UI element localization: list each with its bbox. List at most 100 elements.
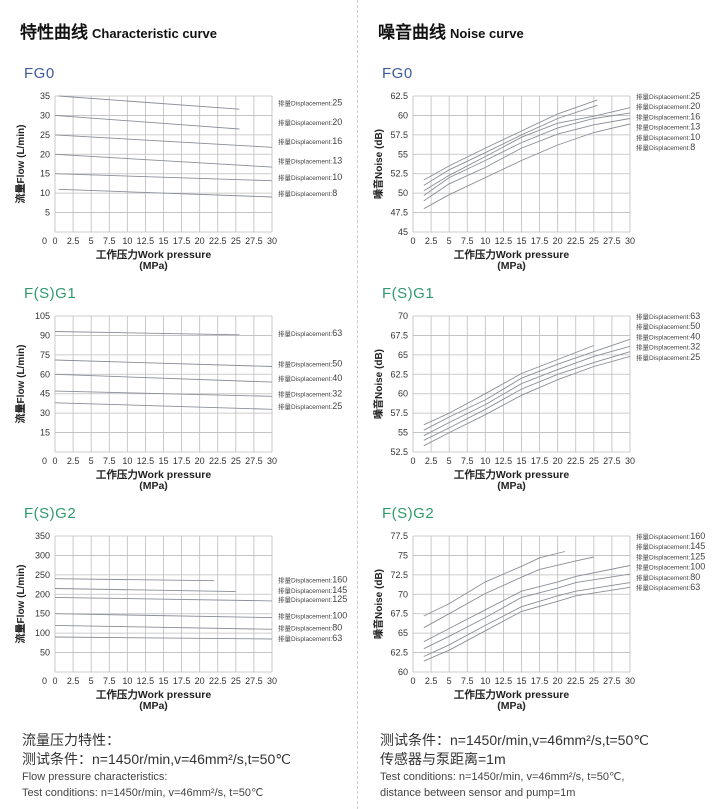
series-label-prefix: 排量Displacement:: [278, 612, 332, 621]
series-label: 排量Displacement:40: [278, 373, 342, 383]
x-tick-label: 30: [625, 236, 635, 246]
series-line-63: [423, 586, 631, 662]
x-tick-label: 10: [480, 676, 490, 686]
x-tick-label: 20: [553, 456, 563, 466]
column-divider: [357, 0, 358, 809]
series-label-value: 80: [332, 622, 342, 632]
series-label-prefix: 排量Displacement:: [636, 112, 690, 121]
chart-flow-fsg2: F(S)G2 0 2.5 5 7.5 10 12.5 15 17.5 20 22.5 25 27.5 30…: [0, 500, 358, 715]
series-label-value: 125: [332, 594, 347, 604]
x-tick-label: 17.5: [173, 676, 191, 686]
y-tick-label: 60: [398, 389, 408, 399]
chart-svg: F(S)G10 2.5 5 7.5 10 12.5 15 17.5 20 22.5 25 27.5 30…: [14, 285, 342, 492]
y-tick-label: 350: [35, 531, 50, 541]
y-tick-label: 65: [398, 350, 408, 360]
series-line-63: [54, 636, 273, 640]
note-line: 流量压力特性：: [22, 732, 120, 748]
series-label-prefix: 排量Displacement:: [636, 312, 690, 321]
x-tick-label: 30: [267, 456, 277, 466]
chart-svg: F(S)G2 0 2.5 5 7.5 10 12.5 15 17.5 20 22.5 25 27.5 30…: [14, 505, 347, 712]
x-tick-label: 30: [267, 236, 277, 246]
series-label: 排量Displacement:100: [278, 611, 347, 621]
series-label-prefix: 排量Displacement:: [636, 542, 690, 551]
y-tick-label: 105: [35, 311, 50, 321]
x-axis-unit: (MPa): [497, 480, 526, 492]
series-label: 排量Displacement:50: [278, 358, 342, 368]
series-label-value: 16: [332, 136, 342, 146]
series-label: 排量Displacement:40: [636, 331, 700, 341]
series-label-value: 63: [332, 328, 342, 338]
series-line-50: [54, 359, 273, 367]
series-label-prefix: 排量Displacement:: [636, 583, 690, 592]
series-label-prefix: 排量Displacement:: [636, 92, 690, 101]
x-tick-label: 5: [89, 676, 94, 686]
series-label: 排量Displacement:32: [278, 389, 342, 399]
series-label: 排量Displacement:13: [636, 122, 700, 132]
flow-test-conditions: 流量压力特性： 测试条件：n=1450r/min,v=46mm²/s,t=50℃…: [22, 731, 291, 801]
chart-title: FG0: [382, 65, 413, 82]
series-label-value: 40: [332, 373, 342, 383]
x-axis-label: 工作压力Work pressure: [454, 248, 569, 261]
series-line-50: [423, 338, 631, 431]
x-tick-label: 0: [52, 676, 57, 686]
x-axis-label: 工作压力Work pressure: [454, 468, 569, 481]
series-label: 排量Displacement:20: [278, 117, 342, 127]
series-label-prefix: 排量Displacement:: [278, 359, 332, 368]
series-label: 排量Displacement:160: [278, 575, 347, 585]
x-tick-label: 7.5: [103, 236, 116, 246]
series-line-8: [58, 188, 273, 198]
x-tick-label: 22.5: [567, 456, 585, 466]
x-tick-label: 10: [480, 456, 490, 466]
y-tick-label: 70: [398, 311, 408, 321]
series-label-value: 63: [690, 311, 700, 321]
series-label: 排量Displacement:50: [636, 321, 700, 331]
series-label-value: 160: [690, 531, 705, 541]
series-line-16: [423, 107, 631, 192]
series-line-20: [54, 114, 240, 130]
y-tick-label: 67.5: [390, 330, 408, 340]
series-label: 排量Displacement:80: [636, 572, 700, 582]
series-label: 排量Displacement:145: [636, 541, 705, 551]
series-label: 排量Displacement:8: [636, 142, 695, 152]
y-tick-label: 5: [45, 208, 50, 218]
x-tick-label: 22.5: [209, 456, 227, 466]
x-tick-label: 12.5: [495, 236, 513, 246]
series-label-prefix: 排量Displacement:: [636, 353, 690, 362]
y-tick-label: 90: [40, 330, 50, 340]
y-tick-label: 60: [398, 110, 408, 120]
series-line-13: [54, 153, 273, 168]
x-axis-label: 工作压力Work pressure: [96, 248, 211, 261]
series-label-value: 63: [332, 633, 342, 643]
series-line-125: [54, 596, 273, 602]
y-tick-label: 62.5: [390, 369, 408, 379]
x-tick-label: 17.5: [531, 236, 549, 246]
x-tick-label: 25: [231, 236, 241, 246]
series-line-25: [423, 355, 631, 447]
x-tick-label: 27.5: [603, 676, 621, 686]
note-line: Test conditions: n=1450r/min, v=46mm²/s,…: [22, 787, 264, 799]
series-line-100: [54, 613, 273, 619]
x-axis-unit: (MPa): [139, 700, 168, 712]
x-tick-label: 10: [122, 236, 132, 246]
y-tick-label: 250: [35, 570, 50, 580]
x-tick-label: 22.5: [209, 676, 227, 686]
x-tick-label: 17.5: [531, 676, 549, 686]
x-tick-label: 17.5: [173, 236, 191, 246]
x-tick-label: 12.5: [137, 236, 155, 246]
x-tick-label: 2.5: [425, 236, 438, 246]
x-axis-unit: (MPa): [497, 260, 526, 272]
series-label-prefix: 排量Displacement:: [636, 322, 690, 331]
chart-svg: F(S)G10 2.5 5 7.5 10 12.5 15 17.5 20 22.5 25 27.5 30…: [372, 285, 700, 492]
y-tick-label: 15: [40, 428, 50, 438]
series-label-value: 25: [690, 352, 700, 362]
noise-test-conditions: 测试条件：n=1450r/min,v=46mm²/s,t=50℃ 传感器与泵距离…: [380, 731, 649, 801]
series-line-10: [423, 118, 631, 202]
series-label: 排量Displacement:10: [636, 132, 700, 142]
chart-title: F(S)G1: [382, 285, 434, 302]
x-tick-label: 15: [158, 236, 168, 246]
series-label-value: 10: [332, 172, 342, 182]
x-tick-label: 30: [267, 676, 277, 686]
y-tick-label: 75: [40, 350, 50, 360]
series-label-prefix: 排量Displacement:: [278, 157, 332, 166]
